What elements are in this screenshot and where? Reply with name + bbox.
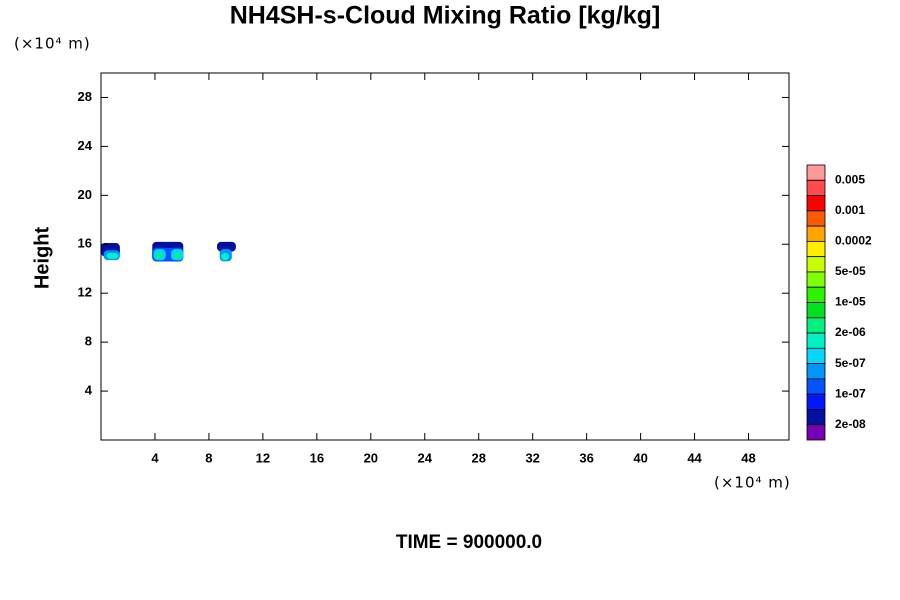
contour-patch <box>173 252 181 259</box>
x-tick-label: 40 <box>633 450 647 465</box>
colorbar-box <box>806 286 826 303</box>
y-tick-label: 20 <box>78 187 92 202</box>
colorbar-box <box>806 302 826 319</box>
y-tick-label: 28 <box>78 89 92 104</box>
y-tick-label: 8 <box>85 334 92 349</box>
y-tick-label: 16 <box>78 236 92 251</box>
chart-title: NH4SH-s-Cloud Mixing Ratio [kg/kg] <box>230 2 661 30</box>
colorbar-box <box>806 363 826 380</box>
x-tick-label: 32 <box>525 450 539 465</box>
colorbar-label: 5e-05 <box>835 264 866 278</box>
colorbar-box <box>806 225 826 242</box>
colorbar-label: 0.0002 <box>835 234 872 248</box>
colorbar-box <box>806 393 826 410</box>
contour-patch <box>106 252 119 259</box>
x-tick-label: 16 <box>310 450 324 465</box>
colorbar-label: 5e-07 <box>835 356 866 370</box>
colorbar-box <box>806 256 826 273</box>
x-tick-label: 4 <box>151 450 159 465</box>
colorbar-label: 1e-07 <box>835 386 866 400</box>
colorbar-box <box>806 240 826 258</box>
colorbar-box <box>806 179 826 196</box>
x-tick-label: 20 <box>364 450 378 465</box>
x-tick-label: 48 <box>741 450 755 465</box>
x-tick-label: 36 <box>579 450 593 465</box>
colorbar-label: 0.001 <box>835 203 865 217</box>
y-axis-label: Height <box>31 227 53 290</box>
colorbar-box <box>806 332 826 349</box>
x-tick-label: 24 <box>418 450 433 465</box>
y-tick-label: 4 <box>85 383 93 398</box>
colorbar-box <box>806 347 826 365</box>
x-tick-label: 8 <box>205 450 212 465</box>
x-tick-label: 28 <box>471 450 485 465</box>
footer: TIME = 900000.0 <box>396 532 542 553</box>
colorbar-box <box>806 164 826 181</box>
colorbar-box <box>806 195 826 212</box>
x-tick-label: 12 <box>256 450 270 465</box>
colorbar-box <box>806 210 826 227</box>
colorbar-box <box>806 271 826 288</box>
y-tick-label: 24 <box>78 138 93 153</box>
y-tick-label: 12 <box>78 285 92 300</box>
colorbar-label: 0.005 <box>835 172 865 186</box>
contour-patch <box>156 252 164 259</box>
contour-patch <box>221 252 230 261</box>
x-unit: (×10⁴ m) <box>714 474 791 492</box>
y-unit: (×10⁴ m) <box>14 35 91 53</box>
x-tick-label: 44 <box>687 450 702 465</box>
colorbar-box <box>806 378 826 395</box>
colorbar-box <box>806 424 826 441</box>
colorbar-label: 2e-08 <box>835 417 866 431</box>
colorbar-label: 1e-05 <box>835 295 866 309</box>
colorbar-label: 2e-06 <box>835 325 866 339</box>
plot-frame <box>100 72 790 441</box>
contour-patch <box>217 241 236 252</box>
colorbar-box <box>806 409 826 426</box>
colorbar-box <box>806 317 826 334</box>
